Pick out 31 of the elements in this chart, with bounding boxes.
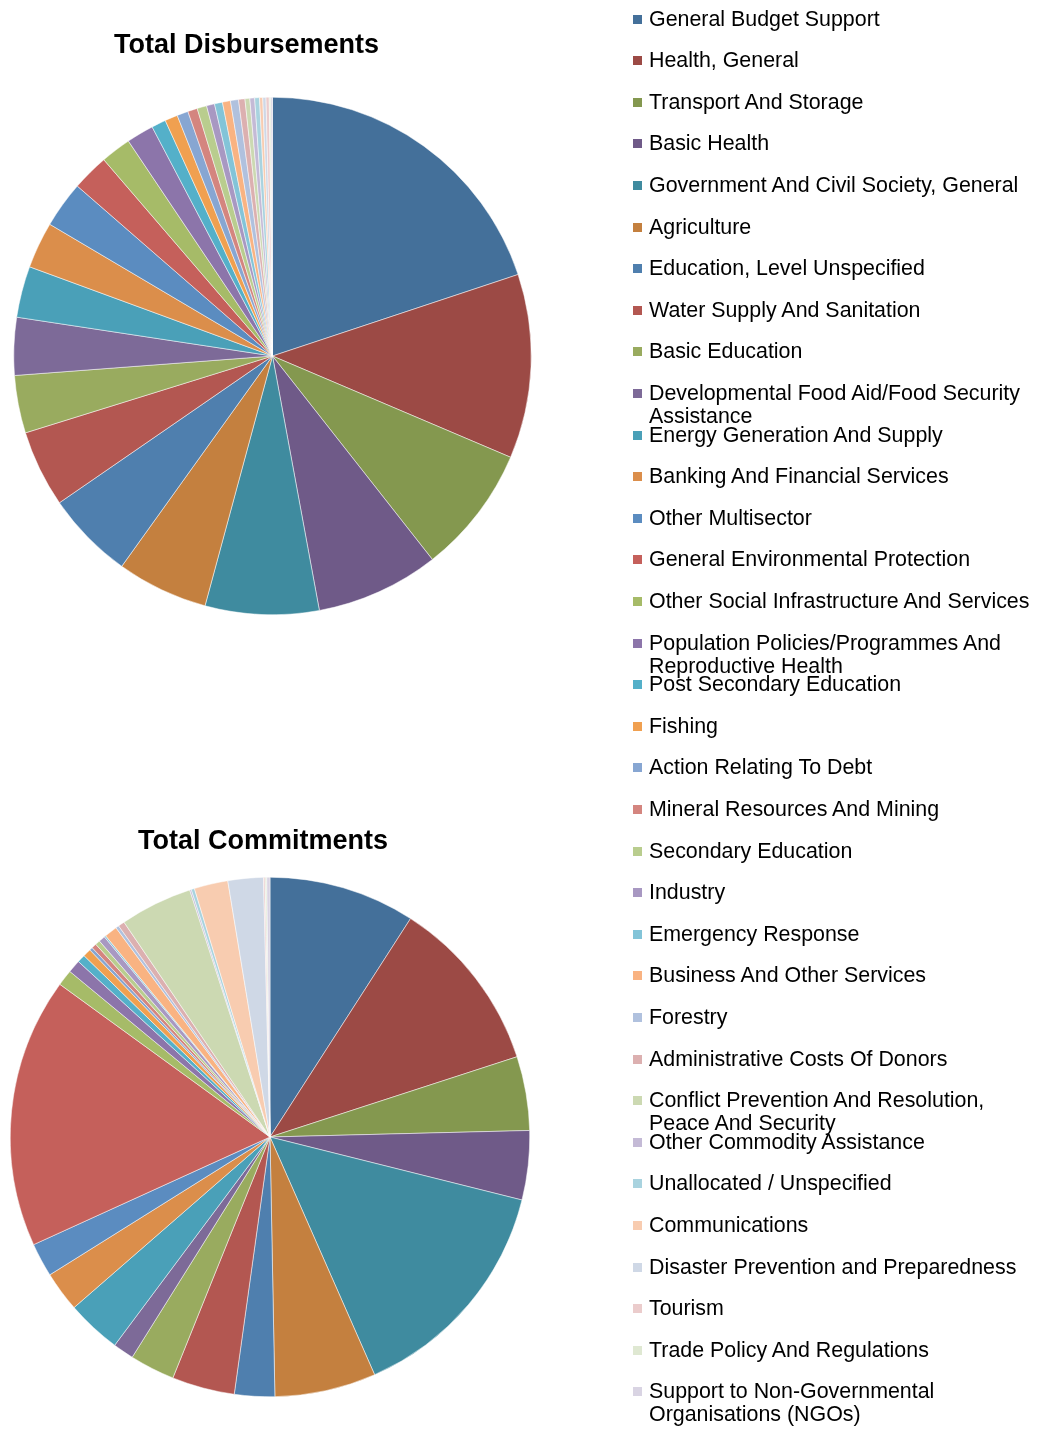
legend-label: Banking And Financial Services [649,464,950,489]
legend-label: Business And Other Services [649,963,928,988]
slice-label: Total Commitments [137,825,389,856]
legend-label: Agriculture [649,214,753,239]
legend-label: Water Supply And Sanitation [649,297,922,322]
legend-label: Action Relating To Debt [649,755,874,780]
legend-label: Trade Policy And Regulations [649,1337,930,1362]
legend-label: Forestry [649,1004,729,1029]
legend-label: Secondary Education [649,838,854,863]
legend-label: Government And Civil Society, General [649,172,1020,197]
legend-label: Transport And Storage [649,89,865,114]
legend-label: General Budget Support [649,6,881,31]
legend-label: Education, Level Unspecified [649,256,926,281]
legend-label: Energy Generation And Supply [649,422,944,447]
legend-label: Emergency Response [649,921,861,946]
legend-label: Basic Health [649,131,771,156]
legend-label: Administrative Costs Of Donors [649,1046,949,1071]
legend-label: Basic Education [649,339,804,364]
legend-label: Communications [649,1212,810,1237]
legend-label: Support to Non-Governmental Organisations (NGOs) [649,1379,936,1427]
slice-label: Total Disbursements [113,29,380,60]
legend-label: General Environmental Protection [649,547,972,572]
legend-label: Tourism [649,1296,725,1321]
legend-label: Mineral Resources And Mining [649,796,941,821]
legend-label: Unallocated / Unspecified [649,1171,893,1196]
legend-label: Disaster Prevention and Preparedness [649,1254,1018,1279]
legend-label: Other Multisector [649,505,813,530]
legend-label: Fishing [649,713,719,738]
legend-label: Health, General [649,48,800,73]
legend-label: Other Social Infrastructure And Services [649,588,1031,613]
legend-label: Industry [649,880,727,905]
